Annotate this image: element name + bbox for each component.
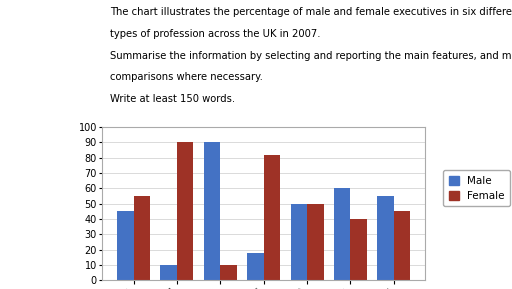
Bar [350, 219, 367, 280]
Bar [394, 211, 410, 280]
Bar [377, 196, 394, 280]
Bar [291, 204, 307, 280]
Text: Write at least 150 words.: Write at least 150 words. [110, 94, 235, 104]
Bar [204, 142, 220, 280]
Bar [134, 196, 150, 280]
Text: types of profession across the UK in 2007.: types of profession across the UK in 200… [110, 29, 321, 39]
Bar [117, 211, 134, 280]
Text: comparisons where necessary.: comparisons where necessary. [110, 72, 263, 82]
Text: Summarise the information by selecting and reporting the main features, and make: Summarise the information by selecting a… [110, 51, 512, 61]
Legend: Male, Female: Male, Female [443, 171, 510, 206]
Bar [247, 253, 264, 280]
Bar [307, 204, 324, 280]
Bar [334, 188, 350, 280]
Bar [177, 142, 194, 280]
Text: The chart illustrates the percentage of male and female executives in six differ: The chart illustrates the percentage of … [110, 7, 512, 17]
Bar [160, 265, 177, 280]
Bar [220, 265, 237, 280]
Bar [264, 155, 280, 280]
